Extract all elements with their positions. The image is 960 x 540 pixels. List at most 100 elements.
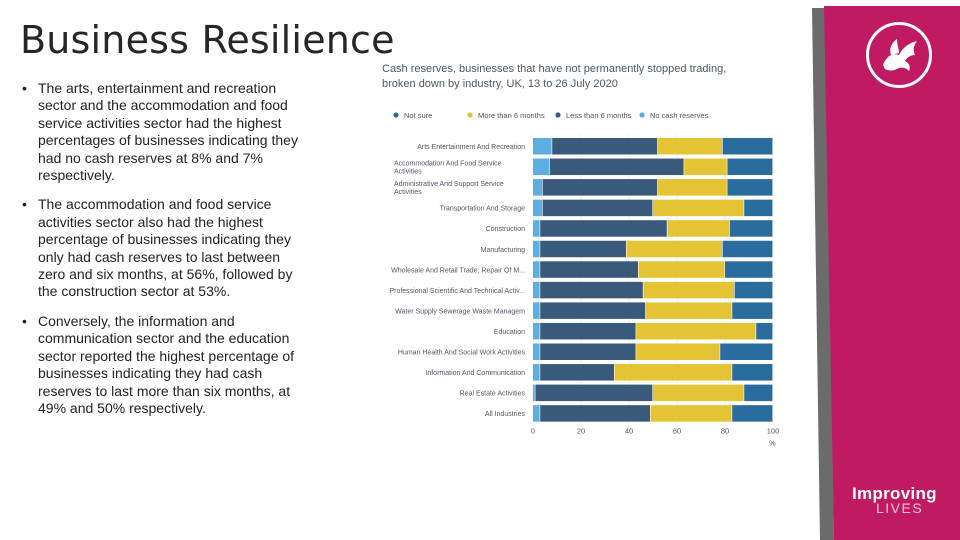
bar-segment bbox=[732, 364, 773, 381]
bar-segment bbox=[542, 179, 658, 196]
bar-segment bbox=[540, 281, 643, 299]
bar-segment bbox=[614, 364, 732, 381]
bar-segment bbox=[540, 220, 667, 237]
bar-segment bbox=[540, 405, 650, 422]
category-label: Real Estate Activities bbox=[460, 391, 526, 398]
brand-side-panel bbox=[812, 6, 960, 540]
bar-segment bbox=[727, 158, 773, 176]
bar-segment bbox=[533, 322, 540, 340]
bar-segment bbox=[667, 220, 730, 237]
bar-segment bbox=[533, 302, 540, 319]
brand-text-lives: LIVES bbox=[876, 500, 924, 516]
bar-segment bbox=[636, 322, 756, 340]
bar-segment bbox=[744, 384, 773, 402]
bar-segment bbox=[722, 138, 773, 155]
bar-segment bbox=[552, 138, 658, 155]
category-label: All Industries bbox=[485, 411, 526, 418]
bar-segment bbox=[540, 302, 646, 319]
brand-text-improving: Improving bbox=[852, 484, 937, 503]
dragon-icon bbox=[883, 39, 917, 71]
category-label: Human Health And Social Work Activities bbox=[398, 350, 526, 357]
x-tick-label: 100 bbox=[767, 427, 780, 436]
category-label: Education bbox=[494, 329, 525, 336]
dragon-logo bbox=[866, 22, 932, 88]
legend-marker bbox=[555, 112, 561, 118]
stacked-bar-chart: Not sure More than 6 months Less than 6 mo… bbox=[389, 111, 780, 448]
bar-segment bbox=[684, 158, 727, 176]
bar-segment bbox=[540, 364, 614, 381]
bar-segment bbox=[653, 199, 744, 217]
legend-label: No cash reserves bbox=[650, 111, 709, 120]
category-label: Transportation And Storage bbox=[440, 206, 525, 213]
category-label: Manufacturing bbox=[481, 247, 525, 254]
bar-segment bbox=[720, 343, 773, 360]
category-label: Administrative And Support Service bbox=[394, 181, 504, 188]
legend-marker bbox=[639, 112, 645, 118]
bar-segment bbox=[638, 261, 725, 278]
legend-label: Less than 6 months bbox=[566, 111, 632, 120]
category-label: Water Supply Sewerage Waste Managem bbox=[395, 308, 525, 315]
legend-label: More than 6 months bbox=[478, 111, 545, 120]
bar-segment bbox=[653, 384, 744, 402]
category-label: Accommodation And Food Service bbox=[394, 161, 501, 168]
bar-segment bbox=[657, 179, 727, 196]
bar-segment bbox=[636, 343, 720, 360]
category-label: Information And Communication bbox=[425, 370, 525, 377]
bullet-list: The arts, entertainment and recreation s… bbox=[18, 80, 310, 429]
bullet-item: The arts, entertainment and recreation s… bbox=[18, 80, 310, 184]
bar-segment bbox=[533, 364, 540, 381]
bar-segment bbox=[533, 220, 540, 237]
slide-title: Business Resilience bbox=[20, 18, 395, 62]
x-tick-label: 20 bbox=[577, 427, 585, 436]
bar-segment bbox=[533, 199, 542, 217]
x-tick-label: 40 bbox=[625, 427, 633, 436]
bar-segment bbox=[540, 322, 636, 340]
bar-segment bbox=[732, 302, 773, 319]
bar-segment bbox=[732, 405, 773, 422]
bar-segment bbox=[533, 179, 542, 196]
bar-segment bbox=[533, 138, 552, 155]
bar-segment bbox=[533, 261, 540, 278]
bar-segment bbox=[645, 302, 732, 319]
category-label: Activities bbox=[394, 169, 422, 176]
bullet-item: The accommodation and food service activ… bbox=[18, 196, 310, 300]
x-tick-label: 80 bbox=[721, 427, 729, 436]
category-label: Wholesale And Retail Trade; Repair Of M.… bbox=[391, 267, 525, 274]
bar-segment bbox=[533, 158, 550, 176]
category-label: Construction bbox=[486, 226, 525, 233]
bar-segment bbox=[533, 240, 540, 258]
bar-segment bbox=[725, 261, 773, 278]
bar-segment bbox=[533, 384, 535, 402]
bar-segment bbox=[657, 138, 722, 155]
bar-segment bbox=[727, 179, 773, 196]
bullet-item: Conversely, the information and communic… bbox=[18, 313, 310, 417]
chart-title: Cash reserves, businesses that have not … bbox=[382, 63, 727, 90]
bar-segment bbox=[542, 199, 653, 217]
legend-label: Not sure bbox=[404, 111, 432, 120]
bar-segment bbox=[650, 405, 732, 422]
bar-segment bbox=[540, 240, 626, 258]
legend-marker bbox=[467, 112, 473, 118]
bar-segment bbox=[533, 343, 540, 360]
bar-segment bbox=[626, 240, 722, 258]
bar-segment bbox=[535, 384, 653, 402]
bar-segment bbox=[756, 322, 773, 340]
category-label: Professional Scientific And Technical Ac… bbox=[389, 288, 525, 295]
x-tick-label: 0 bbox=[531, 427, 535, 436]
bar-segment bbox=[533, 405, 540, 422]
category-label: Arts Entertainment And Recreation bbox=[417, 144, 525, 151]
bar-segment bbox=[540, 343, 636, 360]
bar-segment bbox=[643, 281, 734, 299]
bar-segment bbox=[722, 240, 773, 258]
bar-segment bbox=[734, 281, 773, 299]
panel-magenta bbox=[824, 6, 960, 540]
legend-marker bbox=[393, 112, 399, 118]
panel-gray-stripe bbox=[812, 8, 834, 540]
bar-segment bbox=[744, 199, 773, 217]
bar-segment bbox=[540, 261, 638, 278]
bar-segment bbox=[729, 220, 773, 237]
bar-segment bbox=[533, 281, 540, 299]
category-label: Activities bbox=[394, 189, 422, 196]
x-tick-label: 60 bbox=[673, 427, 681, 436]
x-axis-label: % bbox=[769, 439, 776, 448]
